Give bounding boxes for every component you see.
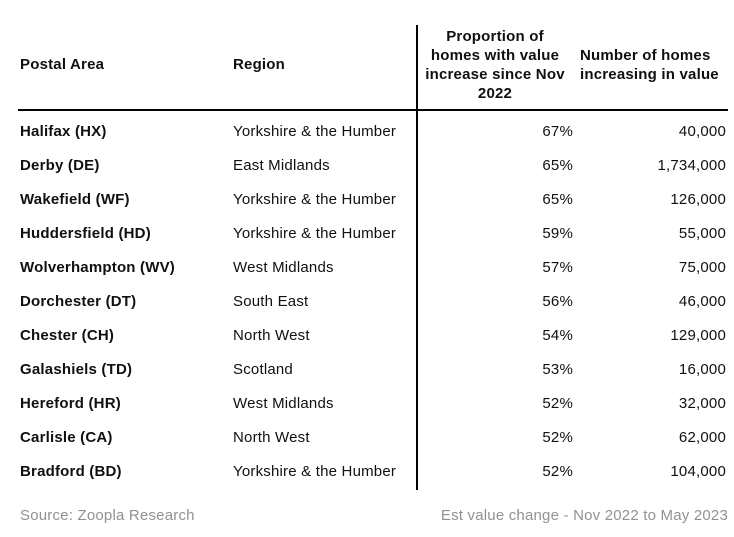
homes-count-cell: 16,000 [678,360,726,378]
proportion-cell: 52% [542,428,573,446]
postal-area-cell: Huddersfield (HD) [20,224,151,242]
postal-area-cell: Dorchester (DT) [20,292,137,310]
homes-count-cell: 32,000 [678,394,726,412]
postal-area-cell: Halifax (HX) [20,122,107,140]
homes-count-cell: 126,000 [670,190,726,208]
proportion-cell: 67% [542,122,573,140]
column-header-number-of-homes: Number of homes increasing in value [580,46,719,83]
source-note: Source: Zoopla Research [20,507,195,524]
column-header-proportion: Proportion of homes with value increase … [425,27,565,102]
region-cell: Yorkshire & the Humber [233,190,397,208]
homes-count-cell: 1,734,000 [657,156,726,174]
table-body: Halifax (HX) Yorkshire & the Humber 67% … [18,111,728,488]
proportion-cell: 52% [542,394,573,412]
column-divider-line [416,25,418,490]
homes-count-cell: 104,000 [670,462,726,480]
postal-area-cell: Wakefield (WF) [20,190,130,208]
proportion-cell: 65% [542,190,573,208]
table-header-row: Postal Area Region Proportion of homes w… [18,20,728,111]
homes-count-cell: 75,000 [678,258,726,276]
proportion-cell: 57% [542,258,573,276]
homes-count-cell: 55,000 [678,224,726,242]
proportion-cell: 65% [542,156,573,174]
table-row: Wakefield (WF) Yorkshire & the Humber 65… [18,182,728,216]
postal-area-cell: Derby (DE) [20,156,100,174]
proportion-cell: 52% [542,462,573,480]
table-row: Derby (DE) East Midlands 65% 1,734,000 [18,148,728,182]
table-row: Hereford (HR) West Midlands 52% 32,000 [18,386,728,420]
homes-count-cell: 40,000 [678,122,726,140]
table-row: Bradford (BD) Yorkshire & the Humber 52%… [18,454,728,488]
homes-count-cell: 62,000 [678,428,726,446]
region-cell: South East [233,292,309,310]
column-header-postal-area: Postal Area [20,56,105,73]
region-cell: East Midlands [233,156,330,174]
proportion-cell: 56% [542,292,573,310]
region-cell: North West [233,428,310,446]
postal-area-cell: Chester (CH) [20,326,115,344]
region-cell: West Midlands [233,258,334,276]
table-row: Dorchester (DT) South East 56% 46,000 [18,284,728,318]
date-range-note: Est value change - Nov 2022 to May 2023 [440,507,728,524]
postal-area-cell: Galashiels (TD) [20,360,133,378]
table-row: Galashiels (TD) Scotland 53% 16,000 [18,352,728,386]
postal-area-cell: Carlisle (CA) [20,428,113,446]
homes-count-cell: 46,000 [678,292,726,310]
region-cell: Yorkshire & the Humber [233,462,397,480]
region-cell: North West [233,326,310,344]
proportion-cell: 59% [542,224,573,242]
region-cell: Yorkshire & the Humber [233,224,397,242]
region-cell: Scotland [233,360,293,378]
data-table: Postal Area Region Proportion of homes w… [18,20,728,488]
table-footer: Source: Zoopla Research Est value change… [20,506,728,526]
table-row: Wolverhampton (WV) West Midlands 57% 75,… [18,250,728,284]
region-cell: Yorkshire & the Humber [233,122,397,140]
table-row: Halifax (HX) Yorkshire & the Humber 67% … [18,114,728,148]
table-row: Chester (CH) North West 54% 129,000 [18,318,728,352]
postal-area-cell: Bradford (BD) [20,462,122,480]
postal-area-cell: Wolverhampton (WV) [20,258,175,276]
table-row: Carlisle (CA) North West 52% 62,000 [18,420,728,454]
table-row: Huddersfield (HD) Yorkshire & the Humber… [18,216,728,250]
proportion-cell: 54% [542,326,573,344]
region-cell: West Midlands [233,394,334,412]
homes-count-cell: 129,000 [670,326,726,344]
column-header-region: Region [233,56,286,73]
proportion-cell: 53% [542,360,573,378]
postal-area-cell: Hereford (HR) [20,394,121,412]
